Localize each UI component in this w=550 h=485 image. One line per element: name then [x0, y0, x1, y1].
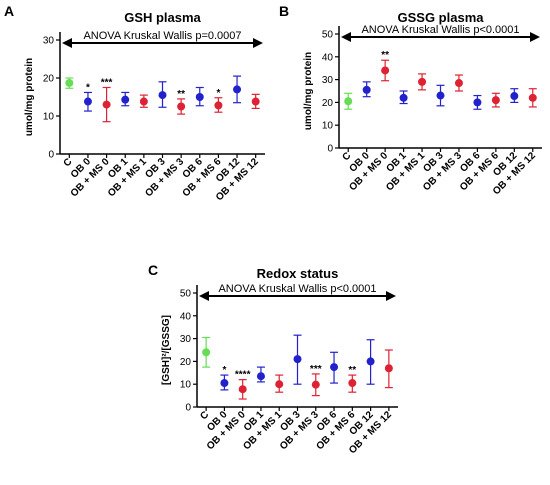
chart-title: GSH plasma: [124, 10, 201, 25]
panel-letter: C: [148, 262, 158, 278]
data-point: [214, 101, 223, 110]
data-point: [251, 97, 260, 106]
significance-marker: ****: [235, 370, 251, 381]
data-point: [454, 79, 463, 88]
data-point: [510, 92, 519, 101]
chart-title: GSSG plasma: [398, 10, 485, 25]
y-tick-label: 50: [322, 30, 334, 41]
y-tick-label: 20: [322, 98, 334, 109]
y-tick-label: 20: [43, 74, 55, 85]
y-tick-label: 30: [322, 75, 334, 86]
category-label: C: [340, 150, 353, 163]
significance-marker: **: [177, 89, 185, 100]
data-point: [238, 385, 247, 394]
data-point: [102, 100, 111, 109]
data-point: [202, 348, 211, 357]
y-axis-label: umol/mg protein: [24, 58, 35, 136]
arrow-left-head: [62, 38, 72, 48]
y-tick-label: 50: [180, 289, 192, 300]
y-tick-label: 10: [180, 380, 192, 391]
significance-marker: ***: [101, 78, 113, 89]
data-point: [275, 380, 284, 389]
anova-annotation: ANOVA Kruskal Wallis p<0.0001: [218, 283, 376, 295]
y-axis-label: [GSH]²/[GSSG]: [161, 315, 172, 385]
data-point: [399, 93, 408, 102]
data-point: [366, 357, 375, 366]
data-point: [220, 379, 229, 388]
panel-letter: B: [279, 3, 289, 19]
y-tick-label: 20: [180, 357, 192, 368]
data-point: [528, 93, 537, 102]
data-point: [121, 95, 130, 104]
data-point: [491, 96, 500, 105]
y-tick-label: 30: [180, 334, 192, 345]
data-point: [330, 363, 339, 372]
category-label: C: [198, 409, 211, 422]
significance-marker: **: [348, 365, 356, 376]
data-point: [311, 380, 320, 389]
significance-marker: *: [86, 82, 90, 93]
data-point: [139, 97, 148, 106]
data-point: [195, 93, 204, 101]
y-tick-label: 10: [322, 121, 334, 132]
arrow-right-head: [386, 291, 396, 301]
significance-marker: *: [222, 365, 226, 376]
significance-marker: **: [381, 50, 389, 61]
arrow-right-head: [530, 32, 540, 42]
panel-letter: A: [4, 3, 14, 19]
category-label: C: [62, 156, 75, 169]
data-point: [381, 66, 390, 75]
data-point: [293, 355, 302, 364]
y-tick-label: 30: [43, 36, 55, 47]
arrow-left-head: [341, 32, 351, 42]
data-point: [65, 78, 74, 87]
data-point: [158, 91, 167, 100]
data-point: [344, 97, 353, 106]
chart-panel-a: A GSH plasma ANOVA Kruskal Wallis p=0.0007…: [4, 3, 265, 203]
anova-annotation: ANOVA Kruskal Wallis p<0.0001: [361, 24, 519, 36]
data-point: [418, 77, 427, 86]
arrow-left-head: [199, 291, 209, 301]
chart-title: Redox status: [257, 266, 339, 281]
anova-annotation: ANOVA Kruskal Wallis p=0.0007: [83, 30, 241, 42]
arrow-right-head: [253, 38, 263, 48]
data-point: [362, 85, 371, 94]
data-point: [384, 364, 393, 373]
y-tick-label: 40: [322, 52, 334, 63]
y-tick-label: 0: [327, 144, 333, 155]
data-point: [233, 85, 242, 94]
data-point: [436, 91, 445, 100]
y-tick-label: 10: [43, 112, 55, 123]
significance-marker: *: [216, 88, 220, 99]
data-point: [83, 97, 92, 106]
y-tick-label: 0: [185, 403, 191, 414]
data-point: [256, 372, 265, 381]
data-point: [348, 379, 357, 388]
significance-marker: ***: [310, 364, 322, 375]
data-point: [177, 102, 186, 111]
y-tick-label: 40: [180, 311, 192, 322]
chart-panel-c: C Redox status ANOVA Kruskal Wallis p<0.00…: [148, 262, 398, 456]
y-axis-label: umol/mg protein: [303, 52, 314, 130]
y-tick-label: 0: [48, 150, 54, 161]
data-point: [473, 98, 482, 107]
